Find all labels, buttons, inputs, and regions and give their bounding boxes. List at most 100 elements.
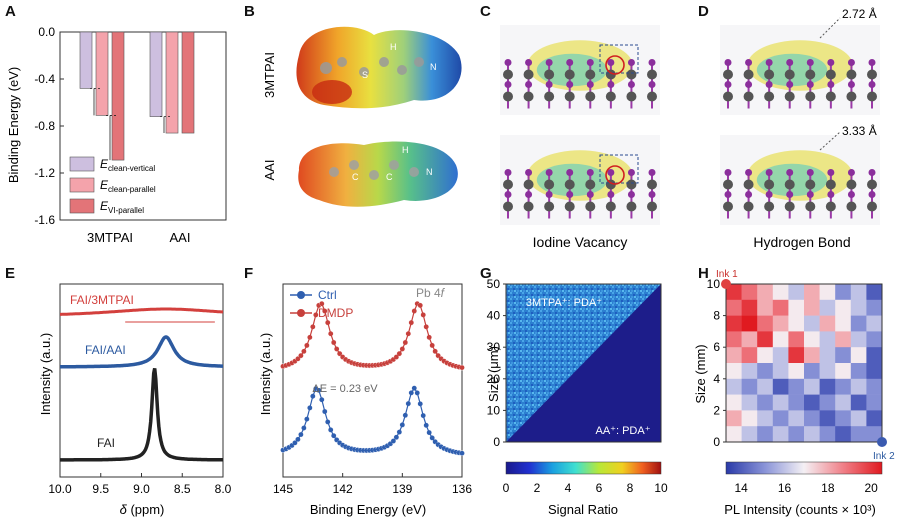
chart-e-series-line: [60, 335, 223, 369]
chart-g-ytick-label: 50: [487, 277, 501, 291]
chart-h-cell: [835, 331, 852, 348]
lattice-atom-i: [868, 191, 876, 198]
chart-h-cell: [804, 378, 820, 395]
lattice-atom-pb: [846, 91, 857, 102]
atom-label-h2: H: [402, 145, 409, 155]
lattice-atom-i: [504, 81, 512, 88]
chart-h-cell: [741, 299, 758, 316]
lattice-atom-i: [607, 169, 615, 176]
lattice-atom-pb: [626, 201, 637, 212]
chart-f-legend-label: Ctrl: [318, 288, 337, 302]
chart-f-legend-marker: [297, 291, 305, 299]
chart-h-cell: [757, 410, 774, 427]
atom-label-h: H: [390, 42, 397, 52]
lattice-atom-i: [765, 169, 773, 176]
lattice-atom-pb: [503, 69, 513, 80]
chart-h-cell: [772, 426, 789, 443]
chart-g-ytick-label: 20: [487, 372, 501, 386]
chart-h-cell: [741, 315, 758, 332]
lattice-atom-i: [847, 169, 855, 176]
chart-h-cell: [757, 426, 774, 443]
structure-d-top: [720, 25, 880, 115]
chart-h-cell: [788, 331, 805, 348]
chart-a-legend-swatch: [69, 156, 95, 172]
chart-e-series-label: FAI: [97, 436, 115, 450]
lattice-atom-pb: [544, 69, 555, 80]
chart-a-binding-energy: Binding Energy (eV) 0.0 -0.4 -0.8 -1.2 -1.6 3…: [6, 25, 227, 245]
lattice-atom-i: [786, 169, 794, 176]
chart-h-cell: [835, 410, 852, 427]
chart-f-frame: [282, 283, 463, 478]
lattice-atom-i: [745, 81, 753, 88]
lattice-atom-i: [786, 81, 794, 88]
chart-h-cell: [726, 394, 742, 411]
chart-h-cell: [819, 331, 836, 348]
chart-h-cell: [726, 363, 742, 380]
lattice-atom-pb: [743, 91, 754, 102]
lattice-atom-pb: [805, 69, 816, 80]
lattice-atom-i: [745, 191, 753, 198]
chart-h-colorbar-tick: 18: [821, 481, 835, 495]
chart-h-cell: [819, 284, 836, 301]
chart-h-cell: [741, 410, 758, 427]
lattice-atom-i: [607, 191, 615, 198]
atom-label-c2: C: [386, 172, 393, 182]
lattice-atom-pb: [723, 91, 733, 102]
chart-h-frame: [725, 283, 883, 443]
chart-e-series-line: [60, 307, 224, 316]
chart-h-cell: [819, 394, 836, 411]
lattice-atom-pb: [867, 69, 877, 80]
panel-letter-b: B: [244, 3, 255, 20]
lattice-atom-i: [847, 191, 855, 198]
chart-h-cell: [741, 378, 758, 395]
lattice-atom-pb: [784, 179, 795, 190]
chart-h-cell: [866, 347, 883, 364]
lattice-atom-pb: [647, 91, 657, 102]
lattice-atom-pb: [743, 201, 754, 212]
lattice-atom-pb: [503, 179, 513, 190]
lattice-atom-i: [648, 169, 656, 176]
chart-h-cell: [850, 378, 867, 395]
chart-h-cell: [741, 331, 758, 348]
lattice-atom-i: [868, 81, 876, 88]
chart-g-colorbar-tick: 10: [654, 481, 668, 495]
lattice-atom-i: [545, 81, 553, 88]
chart-h-cell: [850, 363, 867, 380]
chart-a-legend-label: EVI-parallel: [100, 199, 144, 215]
lattice-atom-i: [586, 169, 594, 176]
lattice-atom-i: [806, 169, 814, 176]
chart-a-ytick-label: -1.6: [34, 213, 55, 227]
molecule-skeleton-3mtpai: [320, 57, 424, 77]
chart-h-cell: [726, 347, 742, 364]
chart-h-ytick-label: 2: [713, 403, 720, 417]
chart-h-ytick-label: 6: [713, 340, 720, 354]
chart-h-cell: [772, 378, 789, 395]
lattice-atom-i: [586, 81, 594, 88]
structure-images-panel: Iodine Vacancy Hydrogen Bond 2.72 Å 3.33…: [500, 6, 880, 250]
lattice-atom-pb: [867, 179, 877, 190]
chart-h-cell: [726, 299, 742, 316]
lattice-atom-i: [806, 59, 814, 66]
lattice-atom-pb: [503, 91, 513, 102]
chart-h-cell: [804, 426, 820, 443]
lattice-atom-pb: [564, 69, 575, 80]
molecule-label-3mtpai: 3MTPAI: [262, 52, 277, 98]
lattice-atom-pb: [647, 179, 657, 190]
chart-h-colorbar-tick: 20: [864, 481, 878, 495]
lattice-atom-pb: [764, 179, 775, 190]
lattice-atom-i: [847, 59, 855, 66]
chart-h-cell: [850, 394, 867, 411]
chart-h-cell: [835, 363, 852, 380]
lattice-atom-pb: [626, 179, 637, 190]
chart-g-colorbar-tick: 4: [565, 481, 572, 495]
lattice-atom-i: [786, 191, 794, 198]
chart-h-cell: [757, 331, 774, 348]
chart-f-xtick-label: 142: [333, 482, 353, 496]
chart-g-colorbar-tick: 6: [596, 481, 603, 495]
chart-e-series-line: [60, 368, 223, 462]
lattice-atom-pb: [585, 69, 596, 80]
structure-c-top: [500, 25, 660, 115]
chart-h-cell: [788, 347, 805, 364]
lattice-atom-pb: [585, 201, 596, 212]
chart-a-bar: [111, 31, 125, 161]
